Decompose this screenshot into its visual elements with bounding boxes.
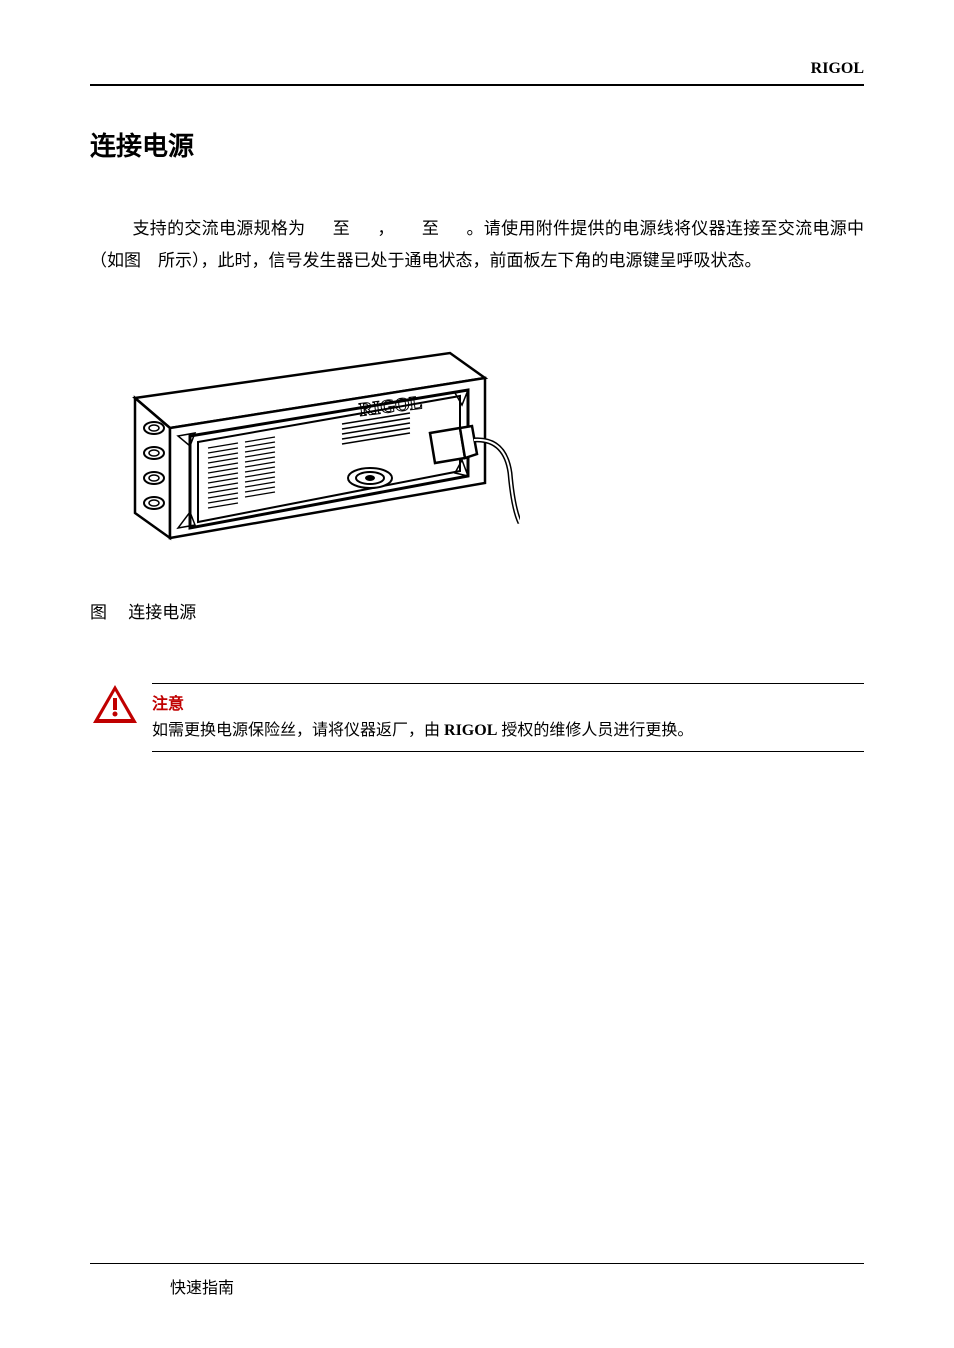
footer-guide-name: 快速指南	[170, 1274, 234, 1298]
page-number	[90, 1274, 110, 1298]
header-brand: RIGOL	[90, 60, 864, 86]
device-illustration: RIGOL	[90, 328, 520, 578]
warning-text-bold: RIGOL	[444, 722, 497, 739]
warning-triangle-icon	[90, 683, 140, 727]
warning-label: 注意	[152, 690, 864, 714]
body-paragraph: 支持的交流电源规格为 至 ， 至 。请使用附件提供的电源线将仪器连接至交流电源中…	[90, 213, 864, 278]
warning-content: 注意 如需更换电源保险丝，请将仪器返厂，由 RIGOL 授权的维修人员进行更换。	[152, 683, 864, 753]
device-diagram: RIGOL	[90, 328, 520, 578]
figure-caption-prefix: 图	[90, 603, 107, 622]
figure-caption-text: 连接电源	[128, 603, 196, 622]
footer: 快速指南	[90, 1263, 864, 1298]
warning-text-prefix: 如需更换电源保险丝，请将仪器返厂，由	[152, 722, 444, 739]
warning-text-suffix: 授权的维修人员进行更换。	[497, 722, 693, 739]
section-title: 连接电源	[90, 126, 864, 163]
warning-text: 如需更换电源保险丝，请将仪器返厂，由 RIGOL 授权的维修人员进行更换。	[152, 718, 864, 744]
figure-caption: 图 连接电源	[90, 598, 864, 623]
warning-box: 注意 如需更换电源保险丝，请将仪器返厂，由 RIGOL 授权的维修人员进行更换。	[90, 683, 864, 753]
